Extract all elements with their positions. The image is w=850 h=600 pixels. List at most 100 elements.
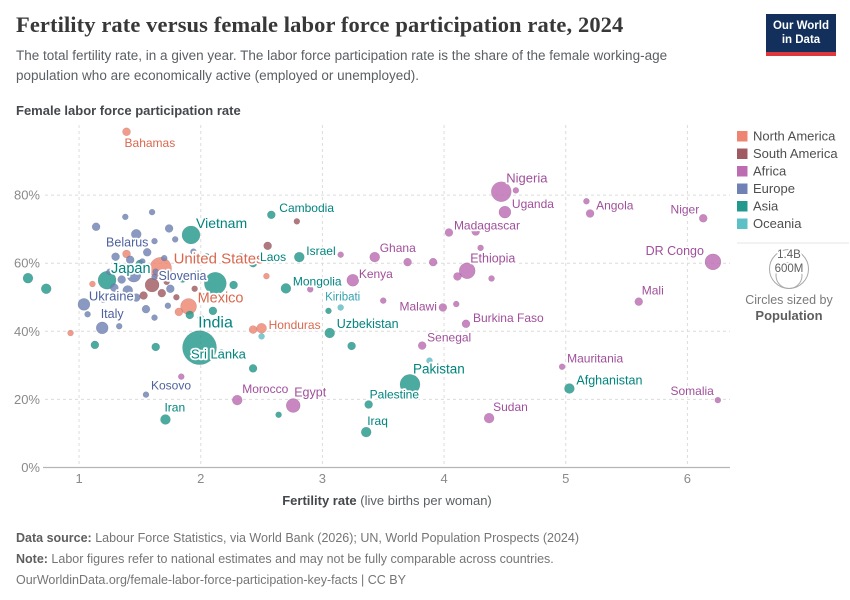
data-point[interactable]	[171, 236, 179, 243]
data-point[interactable]	[122, 213, 129, 221]
data-point[interactable]	[471, 227, 480, 236]
data-point-dr-congo[interactable]	[704, 253, 722, 271]
data-point[interactable]	[110, 283, 119, 292]
data-point[interactable]	[117, 275, 126, 284]
data-point[interactable]	[148, 208, 156, 216]
data-point-israel[interactable]	[294, 251, 305, 263]
data-point-iraq[interactable]	[360, 426, 372, 438]
data-point[interactable]	[248, 364, 258, 373]
data-point-kosovo[interactable]	[142, 391, 150, 398]
data-point-sri-lanka[interactable]	[218, 349, 225, 356]
data-point[interactable]	[174, 307, 184, 317]
data-point[interactable]	[158, 273, 166, 281]
data-point[interactable]	[204, 272, 227, 295]
data-point-kiribati[interactable]	[337, 304, 344, 311]
data-point[interactable]	[426, 357, 433, 364]
data-point[interactable]	[203, 253, 211, 260]
data-point-burkina-faso[interactable]	[461, 319, 471, 329]
data-point[interactable]	[178, 274, 187, 283]
data-point[interactable]	[144, 277, 160, 293]
data-point-pakistan[interactable]	[399, 374, 421, 395]
data-point[interactable]	[152, 268, 159, 275]
legend-item-oceania[interactable]: Oceania	[753, 216, 802, 231]
data-point-kenya[interactable]	[346, 273, 360, 287]
data-point[interactable]	[193, 270, 201, 277]
data-point-belarus[interactable]	[131, 229, 142, 240]
data-point[interactable]	[125, 255, 135, 265]
data-point[interactable]	[115, 322, 123, 330]
data-point[interactable]	[263, 272, 270, 280]
data-point[interactable]	[22, 272, 34, 284]
data-point[interactable]	[477, 244, 484, 252]
data-point[interactable]	[106, 312, 113, 320]
data-point[interactable]	[164, 224, 174, 233]
data-point-vietnam[interactable]	[181, 225, 201, 245]
data-point[interactable]	[237, 253, 245, 260]
legend-item-asia[interactable]: Asia	[753, 199, 779, 214]
data-point-nigeria[interactable]	[491, 181, 512, 202]
data-point-laos[interactable]	[248, 258, 258, 268]
data-point-uganda[interactable]	[498, 205, 512, 219]
data-point[interactable]	[151, 237, 158, 245]
owid-logo[interactable]: Our World in Data	[766, 14, 836, 56]
data-point-italy[interactable]	[95, 321, 109, 335]
data-point-palestine[interactable]	[364, 400, 373, 409]
data-point[interactable]	[452, 300, 460, 308]
data-point-cambodia[interactable]	[267, 210, 276, 220]
data-point[interactable]	[151, 342, 160, 352]
legend-item-europe[interactable]: Europe	[753, 181, 795, 196]
data-point[interactable]	[151, 314, 158, 321]
data-point[interactable]	[306, 286, 314, 293]
data-point[interactable]	[428, 257, 438, 267]
data-point[interactable]	[453, 272, 462, 281]
data-point-mali[interactable]	[634, 297, 643, 306]
citation-link[interactable]: OurWorldinData.org/female-labor-force-pa…	[16, 573, 406, 587]
data-point-niger[interactable]	[698, 214, 708, 223]
data-point[interactable]	[173, 294, 180, 301]
data-point[interactable]	[166, 284, 175, 293]
data-point[interactable]	[90, 340, 100, 350]
data-point[interactable]	[142, 248, 152, 257]
data-point[interactable]	[191, 285, 198, 292]
data-point-mongolia[interactable]	[280, 283, 292, 294]
data-point[interactable]	[258, 333, 265, 340]
data-point[interactable]	[163, 278, 170, 286]
data-point[interactable]	[111, 252, 120, 261]
data-point[interactable]	[512, 187, 520, 194]
data-point[interactable]	[198, 293, 208, 302]
data-point[interactable]	[181, 256, 189, 264]
data-point-madagascar[interactable]	[444, 228, 454, 237]
data-point[interactable]	[208, 306, 218, 316]
data-point[interactable]	[89, 280, 96, 288]
data-point[interactable]	[122, 249, 131, 259]
data-point-ukraine[interactable]	[77, 298, 91, 311]
data-point[interactable]	[229, 280, 238, 290]
data-point-somalia[interactable]	[714, 396, 722, 404]
data-point[interactable]	[488, 275, 495, 282]
data-point[interactable]	[126, 267, 142, 283]
data-point[interactable]	[160, 254, 168, 262]
data-point[interactable]	[379, 297, 387, 304]
data-point-ethiopia[interactable]	[458, 262, 476, 279]
data-point[interactable]	[403, 257, 412, 267]
data-point[interactable]	[40, 283, 52, 294]
data-point[interactable]	[337, 251, 344, 258]
data-point-senegal[interactable]	[417, 341, 427, 350]
legend-item-north-america[interactable]: North America	[753, 129, 836, 144]
data-point[interactable]	[275, 411, 282, 418]
data-point[interactable]	[347, 341, 356, 351]
data-point-afghanistan[interactable]	[564, 383, 575, 394]
data-point-sudan[interactable]	[483, 412, 495, 424]
legend-item-south-america[interactable]: South America	[753, 146, 838, 161]
data-point[interactable]	[141, 304, 151, 314]
data-point[interactable]	[583, 197, 590, 205]
data-point[interactable]	[263, 241, 272, 251]
data-point-ghana[interactable]	[369, 251, 380, 263]
data-point[interactable]	[190, 248, 197, 255]
data-point[interactable]	[91, 222, 101, 232]
data-point[interactable]	[164, 302, 172, 310]
data-point[interactable]	[225, 295, 235, 305]
data-point[interactable]	[325, 307, 332, 315]
data-point-morocco[interactable]	[231, 394, 243, 406]
data-point-egypt[interactable]	[285, 398, 301, 413]
